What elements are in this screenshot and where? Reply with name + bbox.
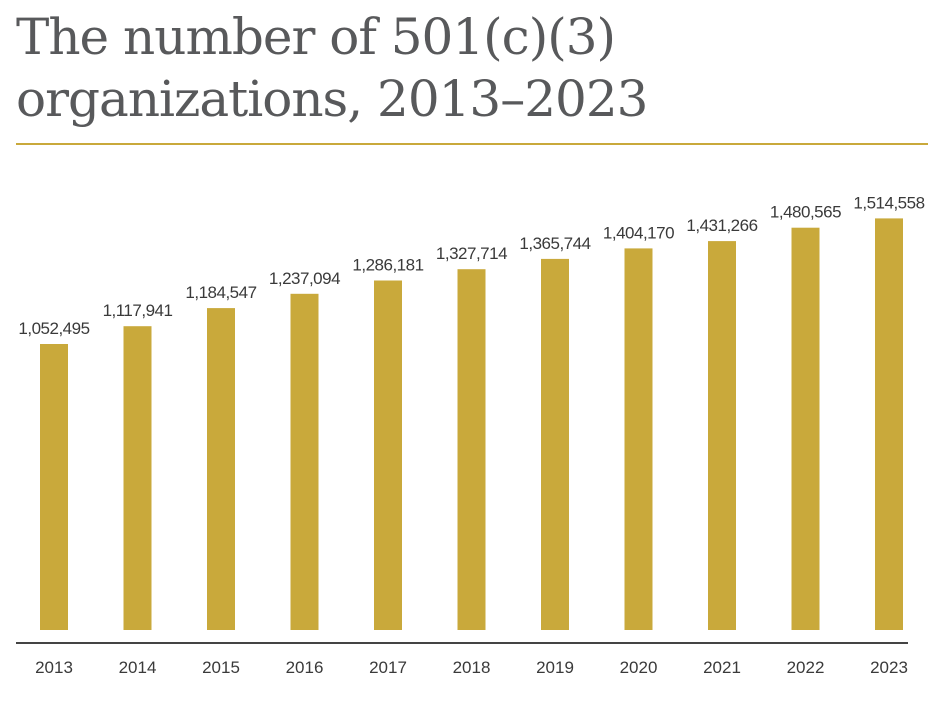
x-tick-label-2022: 2022 xyxy=(787,658,825,677)
value-label-2019: 1,365,744 xyxy=(519,234,590,253)
x-tick-label-2023: 2023 xyxy=(870,658,908,677)
value-label-2016: 1,237,094 xyxy=(269,269,340,288)
bar-2018 xyxy=(457,269,486,630)
bar-2019 xyxy=(541,258,569,630)
x-tick-label-2018: 2018 xyxy=(453,658,491,677)
x-tick-label-2017: 2017 xyxy=(369,658,407,677)
value-label-2017: 1,286,181 xyxy=(352,256,423,275)
x-tick-label-2013: 2013 xyxy=(35,658,73,677)
bar-2014 xyxy=(123,326,152,630)
value-label-2014: 1,117,941 xyxy=(103,301,173,320)
x-tick-label-2014: 2014 xyxy=(119,658,157,677)
bar-2017 xyxy=(374,280,402,630)
value-label-2022: 1,480,565 xyxy=(770,203,841,222)
bar-2020 xyxy=(624,248,653,630)
x-tick-label-2019: 2019 xyxy=(536,658,574,677)
x-tick-label-2021: 2021 xyxy=(703,658,741,677)
value-labels-group: 1,052,495 1,117,941 1,184,547 1,237,094 1,28… xyxy=(18,193,925,338)
bar-2013 xyxy=(40,344,68,630)
x-tick-labels-group: 2013 2014 2015 2016 2017 2018 2019 2020 2021 2022… xyxy=(35,658,908,677)
value-label-2015: 1,184,547 xyxy=(185,283,256,302)
value-label-2023: 1,514,558 xyxy=(853,193,924,212)
x-tick-label-2020: 2020 xyxy=(620,658,658,677)
bar-2023 xyxy=(875,218,903,630)
title-rule xyxy=(16,143,928,145)
value-label-2013: 1,052,495 xyxy=(18,319,89,338)
x-tick-label-2015: 2015 xyxy=(202,658,240,677)
bar-2015 xyxy=(207,308,235,630)
bar-2016 xyxy=(290,293,319,630)
x-tick-label-2016: 2016 xyxy=(286,658,324,677)
value-label-2020: 1,404,170 xyxy=(603,223,674,242)
bars-group xyxy=(40,218,903,630)
bar-2021 xyxy=(708,241,736,630)
value-label-2021: 1,431,266 xyxy=(686,216,757,235)
chart-title: The number of 501(c)(3) organizations, 2… xyxy=(16,8,649,128)
value-label-2018: 1,327,714 xyxy=(436,244,507,263)
bar-2022 xyxy=(791,227,820,630)
